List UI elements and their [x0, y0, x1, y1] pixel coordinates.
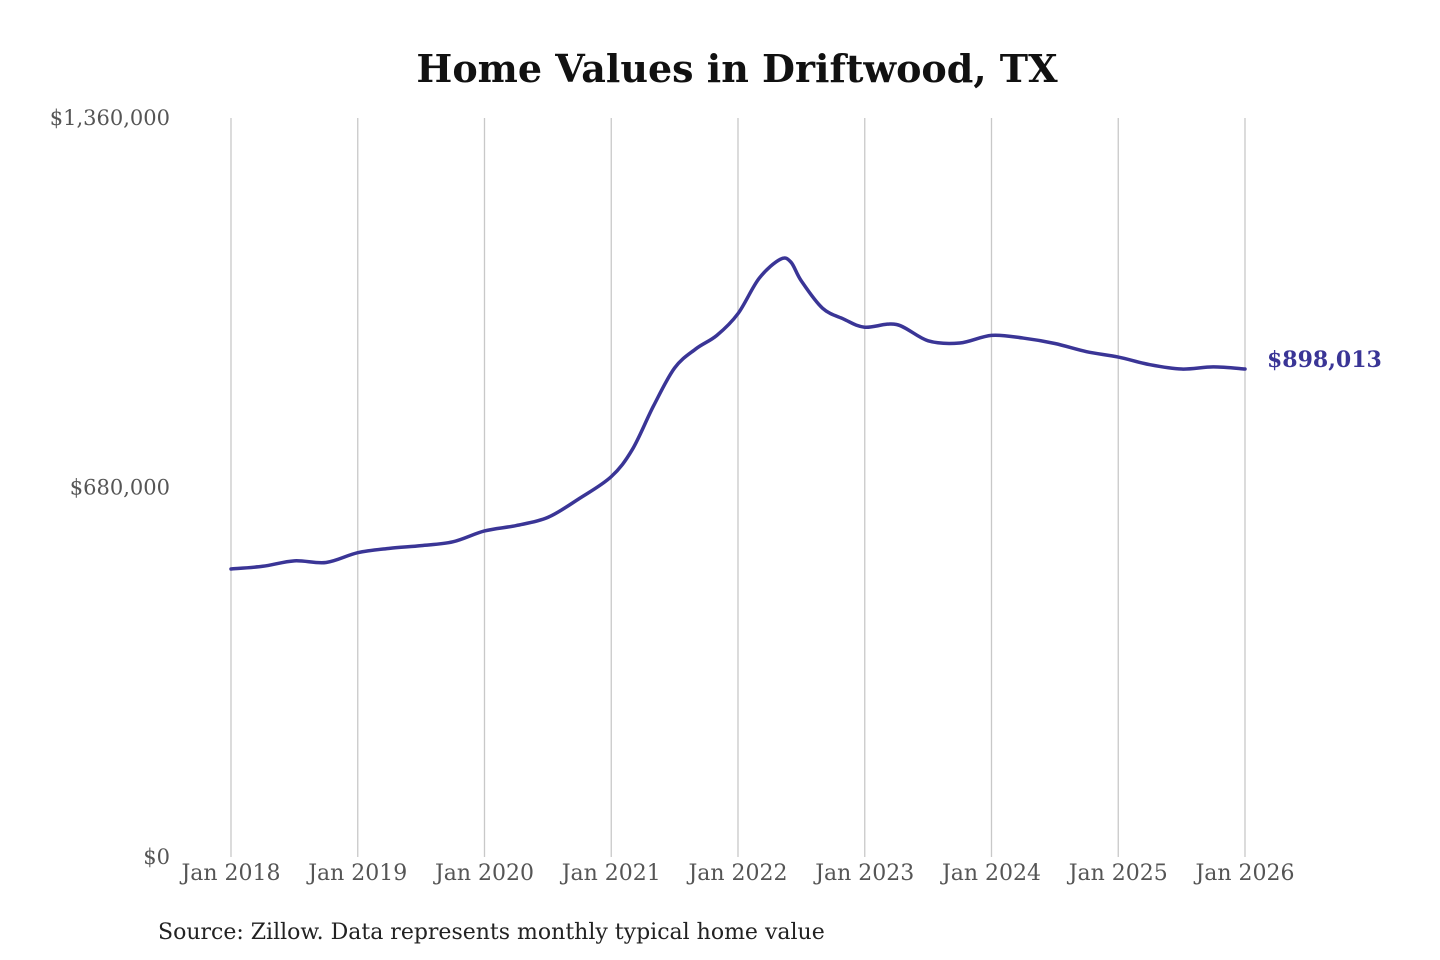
- series-layer: [229, 256, 1247, 571]
- y-tick-label: $680,000: [70, 476, 170, 500]
- chart-title: Home Values in Driftwood, TX: [416, 46, 1058, 91]
- source-note: Source: Zillow. Data represents monthly …: [158, 920, 825, 945]
- gridlines: [230, 118, 1246, 857]
- x-tick-label: Jan 2021: [560, 861, 661, 886]
- x-tick-label: Jan 2025: [1067, 861, 1168, 886]
- x-tick-label: Jan 2026: [1193, 861, 1294, 886]
- x-tick-label: Jan 2023: [813, 861, 914, 886]
- x-tick-label: Jan 2018: [179, 861, 280, 886]
- series-line-0: [229, 256, 1247, 571]
- y-axis-tick-labels: $0 $680,000 $1,360,000: [50, 106, 170, 869]
- x-tick-label: Jan 2020: [433, 861, 534, 886]
- x-tick-label: Jan 2024: [940, 861, 1041, 886]
- x-tick-label: Jan 2019: [306, 861, 407, 886]
- y-tick-label: $0: [143, 845, 170, 869]
- end-value-label: $898,013: [1267, 347, 1382, 373]
- x-axis-tick-labels: Jan 2018 Jan 2019 Jan 2020 Jan 2021 Jan 2022…: [179, 861, 1294, 886]
- x-tick-label: Jan 2022: [686, 861, 787, 886]
- y-tick-label: $1,360,000: [50, 106, 170, 130]
